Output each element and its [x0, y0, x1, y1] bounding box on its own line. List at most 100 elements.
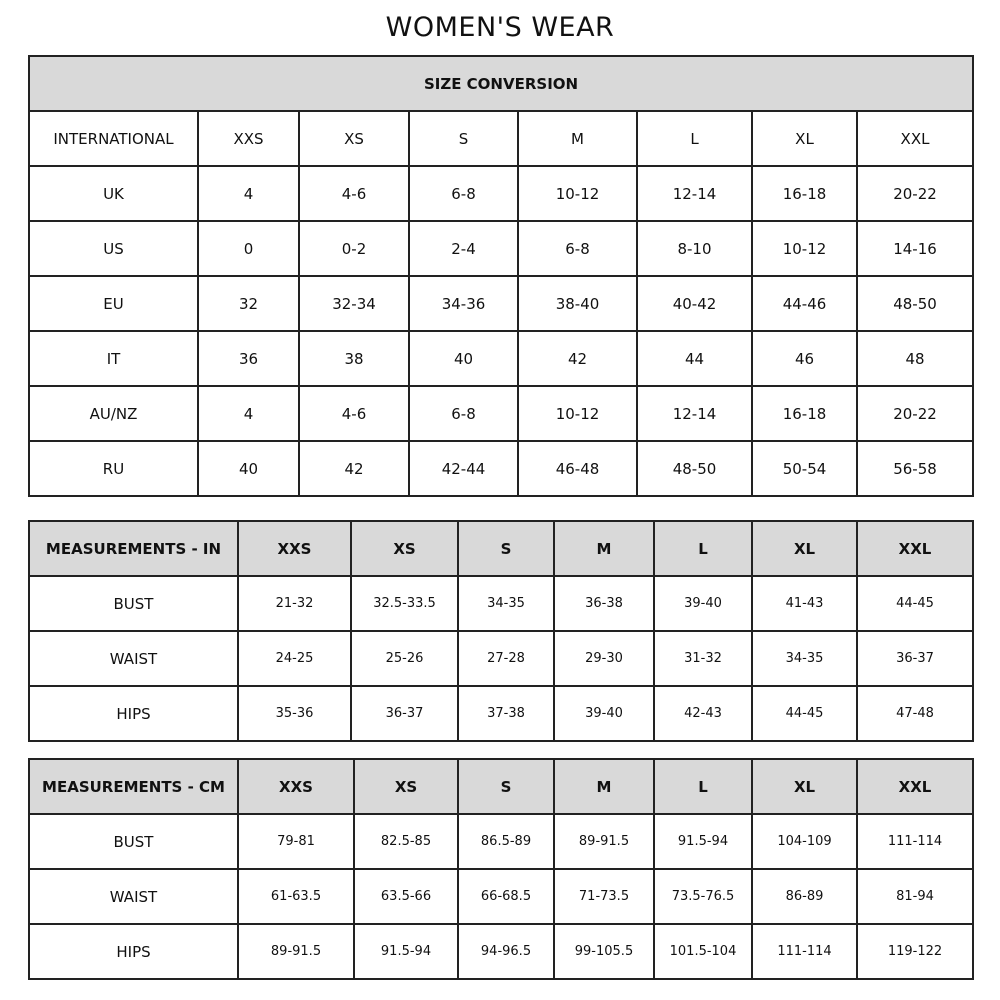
table-cell: 32-34	[298, 275, 410, 332]
table-cell: XXL	[855, 110, 975, 167]
table-cell: 73.5-76.5	[653, 868, 753, 925]
table-cell: 20-22	[855, 165, 975, 222]
measurements-in-table: MEASUREMENTS - IN XXS XS S M L XL XXL BUST 21-32 3…	[28, 520, 974, 742]
table-cell: M	[517, 110, 638, 167]
table-row: WAIST 24-25 25-26 27-28 29-30 31-32 34-35 36-37	[28, 630, 974, 687]
table-row: AU/NZ 4 4-6 6-8 10-12 12-14 16-18 20-22	[28, 385, 975, 442]
row-label: UK	[28, 165, 199, 222]
table-row: EU 32 32-34 34-36 38-40 40-42 44-46 48-50	[28, 275, 975, 332]
table-cell: 56-58	[855, 440, 975, 497]
measurements-cm-table: MEASUREMENTS - CM XXS XS S M L XL XXL BUST 79-81 8…	[28, 758, 974, 980]
table-row: US 0 0-2 2-4 6-8 8-10 10-12 14-16	[28, 220, 975, 277]
table-cell: 81-94	[856, 868, 974, 925]
table-cell: 91.5-94	[353, 923, 459, 980]
row-label: EU	[28, 275, 199, 332]
table-row: RU 40 42 42-44 46-48 48-50 50-54 56-58	[28, 440, 975, 497]
table-row: WAIST 61-63.5 63.5-66 66-68.5 71-73.5 73.5-76…	[28, 868, 974, 925]
table-cell: M	[553, 520, 655, 577]
table-cell: 63.5-66	[353, 868, 459, 925]
table-cell: 6-8	[408, 385, 519, 442]
table-cell: XL	[751, 110, 858, 167]
row-label: BUST	[28, 575, 239, 632]
table-cell: 38-40	[517, 275, 638, 332]
table-cell: 35-36	[237, 685, 352, 742]
table-cell: XXL	[856, 758, 974, 815]
table-cell: 32.5-33.5	[350, 575, 459, 632]
table-cell: 12-14	[636, 385, 753, 442]
row-label: AU/NZ	[28, 385, 199, 442]
table-cell: 20-22	[855, 385, 975, 442]
table-cell: 42	[517, 330, 638, 387]
table-cell: 101.5-104	[653, 923, 753, 980]
table-cell: L	[653, 520, 753, 577]
table-cell: 48-50	[636, 440, 753, 497]
header-row: MEASUREMENTS - IN XXS XS S M L XL XXL	[28, 520, 974, 577]
table-cell: 89-91.5	[553, 813, 655, 870]
table-cell: 10-12	[751, 220, 858, 277]
table-cell: XL	[751, 520, 858, 577]
row-label: US	[28, 220, 199, 277]
table-cell: 34-35	[457, 575, 555, 632]
table-cell: 6-8	[517, 220, 638, 277]
table-cell: 37-38	[457, 685, 555, 742]
row-label: WAIST	[28, 868, 239, 925]
table-cell: 82.5-85	[353, 813, 459, 870]
table-cell: 12-14	[636, 165, 753, 222]
table-cell: 86.5-89	[457, 813, 555, 870]
table-cell: 8-10	[636, 220, 753, 277]
table-cell: 44-45	[856, 575, 974, 632]
table-cell: L	[653, 758, 753, 815]
table-cell: 0-2	[298, 220, 410, 277]
table-cell: 71-73.5	[553, 868, 655, 925]
table-cell: XXL	[856, 520, 974, 577]
row-label: HIPS	[28, 685, 239, 742]
table-row: HIPS 89-91.5 91.5-94 94-96.5 99-105.5 101.5-1…	[28, 923, 974, 980]
table-cell: 27-28	[457, 630, 555, 687]
row-label: MEASUREMENTS - IN	[28, 520, 239, 577]
table-cell: 10-12	[517, 165, 638, 222]
table-cell: 41-43	[751, 575, 858, 632]
table-cell: 61-63.5	[237, 868, 355, 925]
table-cell: S	[457, 758, 555, 815]
table-cell: 44	[636, 330, 753, 387]
table-cell: 21-32	[237, 575, 352, 632]
table-cell: 42-43	[653, 685, 753, 742]
table-cell: XXS	[197, 110, 300, 167]
table-cell: 104-109	[751, 813, 858, 870]
table-cell: S	[408, 110, 519, 167]
table-cell: 111-114	[856, 813, 974, 870]
table-cell: 36-38	[553, 575, 655, 632]
size-conversion-heading: SIZE CONVERSION	[27, 55, 975, 112]
table-cell: XL	[751, 758, 858, 815]
table-cell: 36-37	[350, 685, 459, 742]
table-cell: 119-122	[856, 923, 974, 980]
table-cell: 99-105.5	[553, 923, 655, 980]
table-cell: 44-45	[751, 685, 858, 742]
row-label: RU	[28, 440, 199, 497]
table-cell: 4-6	[298, 385, 410, 442]
table-cell: 42	[298, 440, 410, 497]
row-label: HIPS	[28, 923, 239, 980]
table-row: BUST 79-81 82.5-85 86.5-89 89-91.5 91.5-94 104…	[28, 813, 974, 870]
table-cell: 66-68.5	[457, 868, 555, 925]
table-cell: M	[553, 758, 655, 815]
table-cell: 14-16	[855, 220, 975, 277]
table-cell: 34-35	[751, 630, 858, 687]
table-cell: XS	[350, 520, 459, 577]
table-cell: 38	[298, 330, 410, 387]
table-cell: 40	[408, 330, 519, 387]
row-label: IT	[28, 330, 199, 387]
table-cell: 46	[751, 330, 858, 387]
table-cell: 46-48	[517, 440, 638, 497]
table-cell: 111-114	[751, 923, 858, 980]
table-cell: 4-6	[298, 165, 410, 222]
table-cell: XXS	[237, 520, 352, 577]
table-cell: 16-18	[751, 385, 858, 442]
table-cell: 16-18	[751, 165, 858, 222]
table-cell: 47-48	[856, 685, 974, 742]
table-cell: XS	[353, 758, 459, 815]
table-cell: 29-30	[553, 630, 655, 687]
table-cell: 25-26	[350, 630, 459, 687]
table-row: UK 4 4-6 6-8 10-12 12-14 16-18 20-22	[28, 165, 975, 222]
header-row: INTERNATIONAL XXS XS S M L XL XXL	[28, 110, 975, 167]
